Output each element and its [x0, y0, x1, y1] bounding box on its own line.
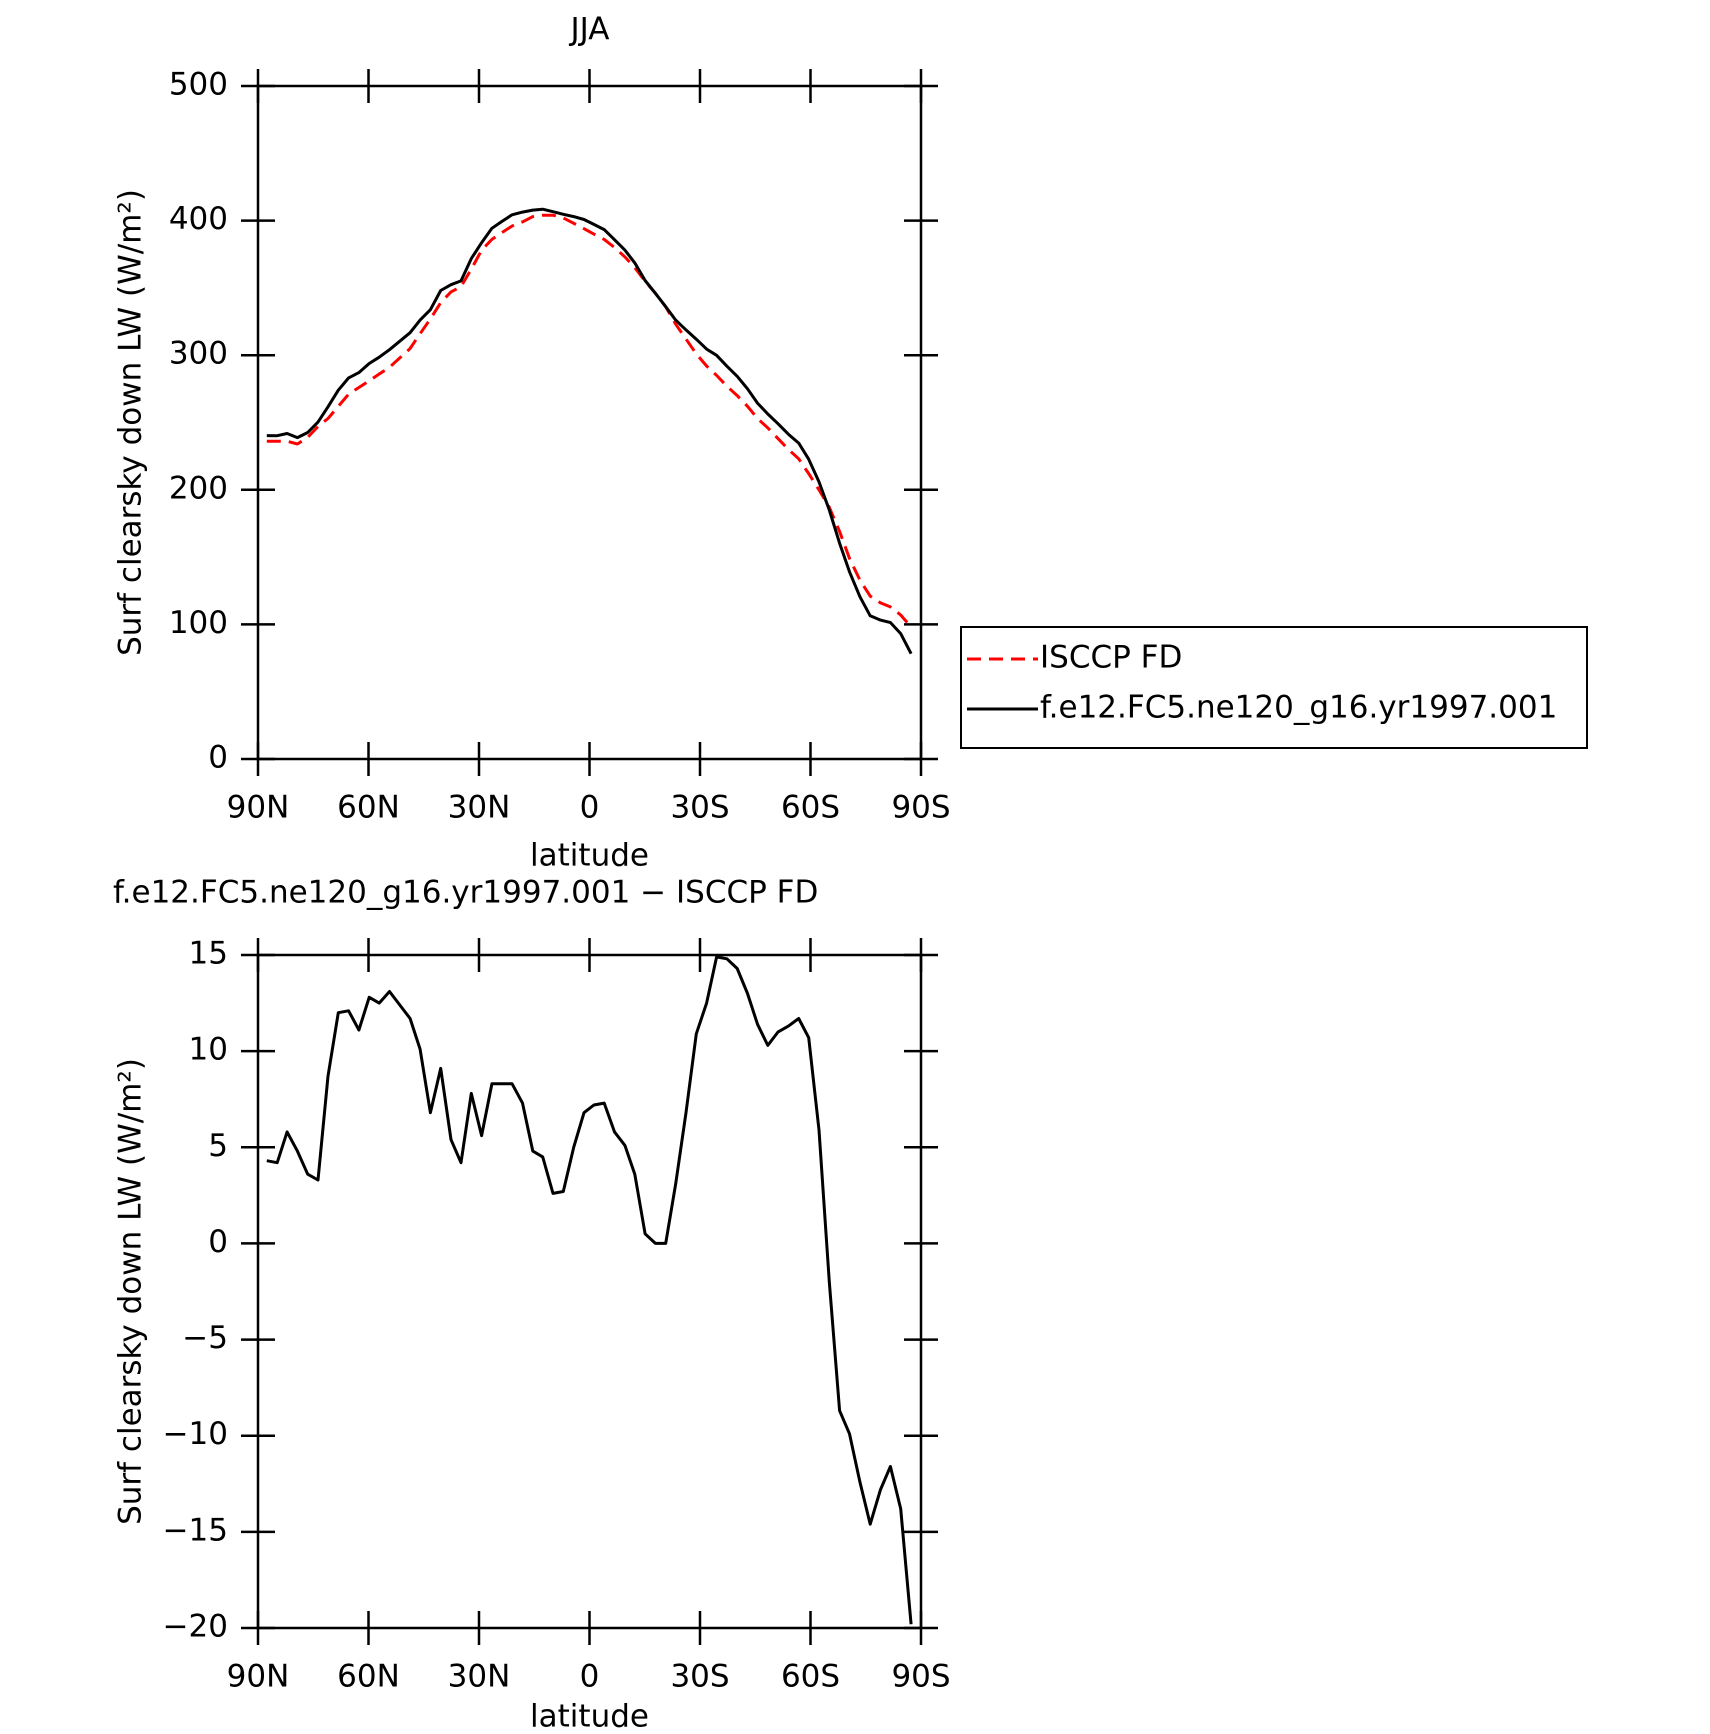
- x-tick-label: 60N: [337, 1659, 400, 1695]
- y-axis-title: Surf clearsky down LW (W/m²): [113, 1058, 149, 1525]
- y-tick-label: 400: [169, 201, 228, 237]
- x-tick-label: 0: [580, 1659, 600, 1695]
- legend-box: [960, 626, 1588, 749]
- chart-title: JJA: [569, 12, 610, 48]
- series-line: [266, 213, 913, 629]
- y-tick-label: −10: [163, 1416, 228, 1452]
- legend-label: ISCCP FD: [1040, 640, 1182, 676]
- y-tick-label: 15: [189, 936, 228, 972]
- x-axis-title: latitude: [530, 1699, 649, 1734]
- series-line: [266, 207, 913, 655]
- x-tick-label: 30S: [670, 790, 729, 826]
- y-tick-label: 10: [189, 1032, 228, 1068]
- y-tick-label: 100: [169, 605, 228, 641]
- y-tick-label: −15: [163, 1512, 228, 1548]
- y-tick-label: 0: [208, 740, 228, 776]
- x-tick-label: 90S: [891, 1659, 950, 1695]
- x-tick-label: 30S: [670, 1659, 729, 1695]
- plot-frame: [256, 84, 923, 761]
- series-line: [266, 955, 913, 1625]
- y-tick-label: −5: [182, 1320, 228, 1356]
- plot-frame: [256, 953, 923, 1630]
- x-tick-label: 30N: [448, 1659, 511, 1695]
- x-tick-label: 60S: [781, 1659, 840, 1695]
- y-tick-label: −20: [163, 1609, 228, 1645]
- legend-label: f.e12.FC5.ne120_g16.yr1997.001: [1040, 690, 1557, 726]
- y-tick-label: 200: [169, 470, 228, 506]
- y-tick-label: 300: [169, 336, 228, 372]
- x-tick-label: 90N: [227, 790, 290, 826]
- x-axis-title: latitude: [530, 838, 649, 874]
- chart-title: f.e12.FC5.ne120_g16.yr1997.001 − ISCCP F…: [113, 875, 818, 911]
- x-tick-label: 90N: [227, 1659, 290, 1695]
- y-axis-title: Surf clearsky down LW (W/m²): [113, 189, 149, 656]
- y-tick-label: 0: [208, 1224, 228, 1260]
- x-tick-label: 30N: [448, 790, 511, 826]
- x-tick-label: 0: [580, 790, 600, 826]
- x-tick-label: 60S: [781, 790, 840, 826]
- y-tick-label: 500: [169, 67, 228, 103]
- x-tick-label: 60N: [337, 790, 400, 826]
- x-tick-label: 90S: [891, 790, 950, 826]
- y-tick-label: 5: [208, 1128, 228, 1164]
